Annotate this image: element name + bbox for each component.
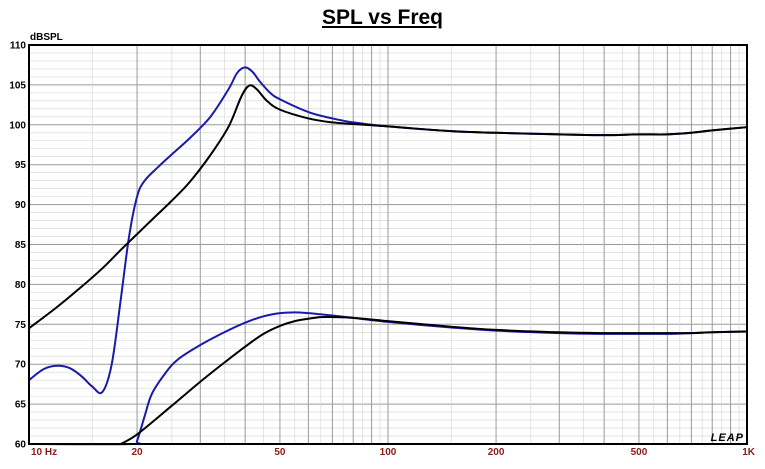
y-tick-label: 75: [15, 320, 27, 331]
x-tick-label: 20: [132, 447, 144, 458]
x-tick-label: 200: [488, 447, 505, 458]
plot-frame: [28, 44, 748, 445]
y-tick-label: 95: [15, 160, 27, 171]
series-line-2: [28, 84, 748, 330]
y-tick-label: 110: [10, 41, 27, 52]
y-tick-label: 85: [15, 240, 27, 251]
leap-watermark: LEAP: [711, 432, 744, 444]
x-tick-label: 100: [380, 447, 397, 458]
y-tick-label: 80: [15, 280, 27, 291]
y-tick-label: 60: [15, 440, 27, 451]
chart-title: SPL vs Freq: [322, 6, 443, 29]
y-axis-label: dBSPL: [30, 32, 63, 43]
y-tick-label: 70: [15, 360, 27, 371]
y-tick-label: 90: [15, 200, 27, 211]
y-tick-label: 65: [15, 400, 27, 411]
x-tick-labels: 10 Hz 20 50 100 200 500 1K: [31, 447, 756, 458]
x-tick-label: 10 Hz: [31, 447, 57, 458]
y-tick-label: 100: [9, 120, 26, 131]
x-tick-label: 50: [274, 447, 286, 458]
grid: [28, 44, 747, 445]
y-tick-labels: 60 65 70 75 80 85 90 95 100 105 110: [9, 41, 26, 451]
x-tick-label: 1K: [742, 447, 756, 458]
series-layer: [28, 66, 748, 446]
y-tick-label: 105: [9, 80, 26, 91]
series-line-4: [120, 315, 748, 445]
x-tick-label: 500: [631, 447, 648, 458]
